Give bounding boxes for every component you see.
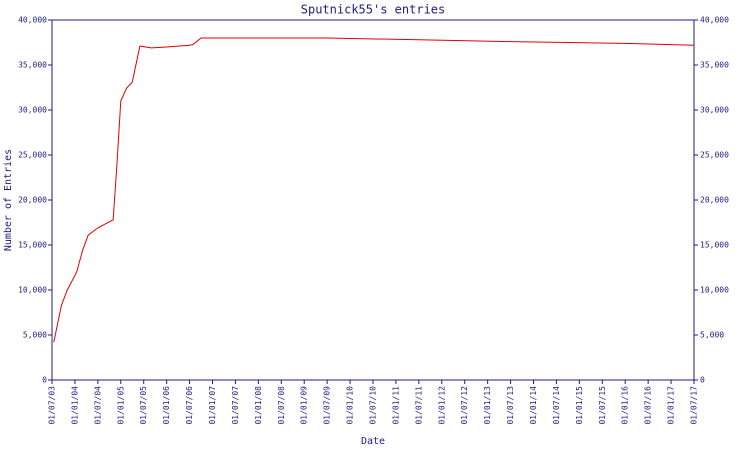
y2-tick-label: 25,000 bbox=[700, 151, 729, 160]
x-tick-label: 01/07/09 bbox=[323, 386, 332, 425]
x-tick-label: 01/07/10 bbox=[369, 386, 378, 425]
y-tick-label: 20,000 bbox=[18, 196, 47, 205]
y-tick-label: 25,000 bbox=[18, 151, 47, 160]
y-axis-label: Number of Entries bbox=[3, 149, 14, 251]
y2-tick-label: 40,000 bbox=[700, 16, 729, 25]
x-tick-label: 01/07/15 bbox=[598, 386, 607, 425]
plot-frame bbox=[51, 19, 695, 381]
x-tick-label: 01/07/16 bbox=[644, 386, 653, 425]
x-tick-label: 01/01/07 bbox=[208, 386, 217, 425]
y2-tick-label: 10,000 bbox=[700, 286, 729, 295]
line-series bbox=[53, 37, 695, 343]
y2-tick-label: 0 bbox=[700, 376, 705, 385]
y2-tick-label: 35,000 bbox=[700, 61, 729, 70]
y2-tick-label: 15,000 bbox=[700, 241, 729, 250]
y2-tick-label: 30,000 bbox=[700, 106, 729, 115]
x-tick-label: 01/01/11 bbox=[391, 386, 400, 425]
x-tick-label: 01/01/15 bbox=[575, 386, 584, 425]
x-tick-label: 01/01/08 bbox=[254, 386, 263, 425]
x-tick-label: 01/07/14 bbox=[552, 386, 561, 425]
y-tick-label: 40,000 bbox=[18, 16, 47, 25]
x-tick-label: 01/01/10 bbox=[346, 386, 355, 425]
x-tick-label: 01/01/09 bbox=[300, 386, 309, 425]
x-tick-label: 01/07/05 bbox=[139, 386, 148, 425]
x-tick-label: 01/07/04 bbox=[93, 386, 102, 425]
chart-title: Sputnick55's entries bbox=[301, 3, 446, 17]
x-axis-label: Date bbox=[361, 436, 385, 447]
x-tick-label: 01/07/13 bbox=[506, 386, 515, 425]
x-tick-label: 01/07/12 bbox=[460, 386, 469, 425]
x-tick-label: 01/07/06 bbox=[185, 386, 194, 425]
y-tick-label: 15,000 bbox=[18, 241, 47, 250]
y-tick-label: 5,000 bbox=[23, 331, 47, 340]
x-tick-label: 01/01/17 bbox=[667, 386, 676, 425]
y2-tick-label: 20,000 bbox=[700, 196, 729, 205]
y-tick-label: 0 bbox=[42, 376, 47, 385]
x-tick-label: 01/01/13 bbox=[483, 386, 492, 425]
x-tick-label: 01/07/17 bbox=[690, 386, 699, 425]
y2-tick-label: 5,000 bbox=[700, 331, 724, 340]
x-tick-label: 01/07/03 bbox=[48, 386, 57, 425]
x-tick-label: 01/01/05 bbox=[116, 386, 125, 425]
x-tick-label: 01/07/07 bbox=[231, 386, 240, 425]
x-tick-label: 01/07/11 bbox=[414, 386, 423, 425]
x-tick-label: 01/01/12 bbox=[437, 386, 446, 425]
x-tick-label: 01/01/04 bbox=[70, 386, 79, 425]
x-tick-label: 01/01/06 bbox=[162, 386, 171, 425]
y-tick-label: 10,000 bbox=[18, 286, 47, 295]
y-tick-label: 35,000 bbox=[18, 61, 47, 70]
x-tick-label: 01/07/08 bbox=[277, 386, 286, 425]
y-tick-label: 30,000 bbox=[18, 106, 47, 115]
x-tick-label: 01/01/14 bbox=[529, 386, 538, 425]
x-tick-label: 01/01/16 bbox=[621, 386, 630, 425]
